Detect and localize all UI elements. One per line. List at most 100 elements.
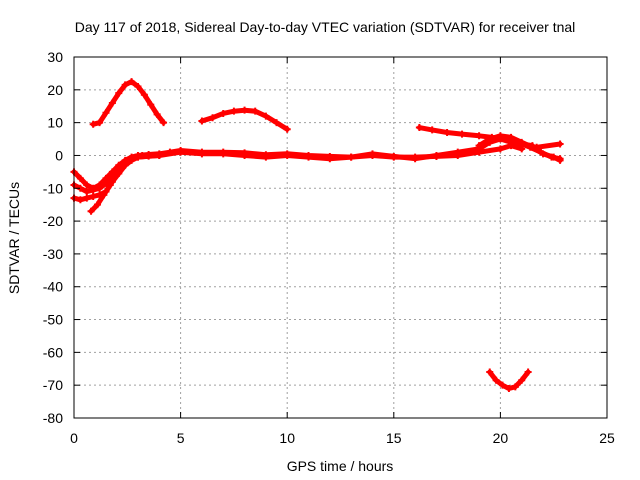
data-point: [115, 89, 123, 97]
data-point: [177, 148, 185, 156]
y-axis-label: SDTVAR / TECUs: [6, 182, 22, 294]
data-point: [539, 150, 547, 158]
series-arc-2: [198, 106, 291, 133]
y-tick-label: 10: [47, 115, 63, 131]
data-point: [209, 114, 217, 122]
data-point: [432, 151, 440, 159]
series-isolated: [533, 140, 564, 151]
data-point: [458, 130, 466, 138]
data-point: [219, 150, 227, 158]
y-tick-label: -70: [43, 377, 63, 393]
series-band-5: [475, 132, 564, 164]
x-tick-label: 5: [177, 430, 185, 446]
data-point: [198, 150, 206, 158]
data-point: [93, 201, 101, 209]
plot-frame: [73, 56, 608, 419]
series-line: [71, 136, 535, 195]
data-point: [496, 145, 504, 153]
y-tick-label: -40: [43, 279, 63, 295]
data-point: [454, 148, 462, 156]
y-axis-ticks: 30 20 10 0 -10 -20 -30 -40 -50 -60 -70 -80: [43, 49, 607, 426]
data-point: [496, 132, 504, 140]
data-point: [347, 153, 355, 161]
data-point: [89, 186, 97, 194]
data-point: [106, 181, 114, 189]
data-point: [556, 156, 564, 164]
data-point: [505, 384, 513, 392]
y-tick-label: 0: [55, 147, 63, 163]
y-tick-label: 20: [47, 82, 63, 98]
x-tick-label: 20: [493, 430, 509, 446]
data-point: [518, 376, 526, 384]
data-point: [96, 184, 104, 192]
data-point: [251, 107, 259, 115]
data-point: [125, 156, 133, 164]
y-tick-label: 30: [47, 49, 63, 65]
data-point: [160, 119, 168, 127]
data-point: [443, 128, 451, 136]
data-point: [108, 99, 116, 107]
data-point: [100, 191, 108, 199]
data-point: [556, 140, 564, 148]
data-point: [486, 135, 494, 143]
data-point: [230, 107, 238, 115]
chart-title: Day 117 of 2018, Sidereal Day-to-day VTE…: [75, 19, 576, 35]
data-point: [147, 101, 155, 109]
data-point: [262, 112, 270, 120]
series-line: [534, 141, 563, 150]
data-point: [121, 81, 129, 89]
data-point: [241, 151, 249, 159]
data-point: [83, 181, 91, 189]
data-point: [368, 150, 376, 158]
data-point: [305, 153, 313, 161]
data-point: [411, 155, 419, 163]
data-point: [128, 78, 136, 86]
data-point: [119, 163, 127, 171]
data-point: [155, 151, 163, 159]
data-layer: [70, 78, 564, 392]
data-point: [113, 171, 121, 179]
data-point: [140, 91, 148, 99]
x-tick-label: 25: [599, 430, 615, 446]
data-point: [219, 109, 227, 117]
x-tick-label: 15: [386, 430, 402, 446]
data-point: [283, 151, 291, 159]
data-point: [533, 143, 541, 151]
series-band-2: [70, 135, 536, 196]
y-tick-label: -20: [43, 213, 63, 229]
x-tick-label: 0: [70, 430, 78, 446]
data-point: [415, 124, 423, 132]
y-tick-label: -10: [43, 180, 63, 196]
data-point: [475, 142, 483, 150]
x-axis-label: GPS time / hours: [287, 458, 394, 474]
data-point: [273, 119, 281, 127]
data-point: [524, 368, 532, 376]
data-point: [486, 368, 494, 376]
data-point: [507, 133, 515, 141]
data-point: [83, 188, 91, 196]
data-point: [102, 109, 110, 117]
data-point: [428, 126, 436, 134]
data-point: [390, 152, 398, 160]
data-point: [499, 381, 507, 389]
data-point: [475, 132, 483, 140]
x-axis-ticks: 0 5 10 15 20 25: [70, 57, 615, 446]
data-point: [241, 106, 249, 114]
data-point: [492, 376, 500, 384]
y-tick-label: -60: [43, 344, 63, 360]
data-point: [550, 153, 558, 161]
data-point: [326, 155, 334, 163]
data-point: [89, 120, 97, 128]
data-point: [76, 196, 84, 204]
series-line: [90, 79, 166, 127]
data-point: [76, 174, 84, 182]
y-tick-label: -80: [43, 410, 63, 426]
data-point: [262, 153, 270, 161]
series-arc-1: [89, 78, 168, 128]
data-point: [518, 138, 526, 146]
y-tick-label: -30: [43, 246, 63, 262]
series-arc-4: [486, 368, 532, 392]
data-point: [87, 207, 95, 215]
y-tick-label: -50: [43, 312, 63, 328]
data-point: [198, 117, 206, 125]
